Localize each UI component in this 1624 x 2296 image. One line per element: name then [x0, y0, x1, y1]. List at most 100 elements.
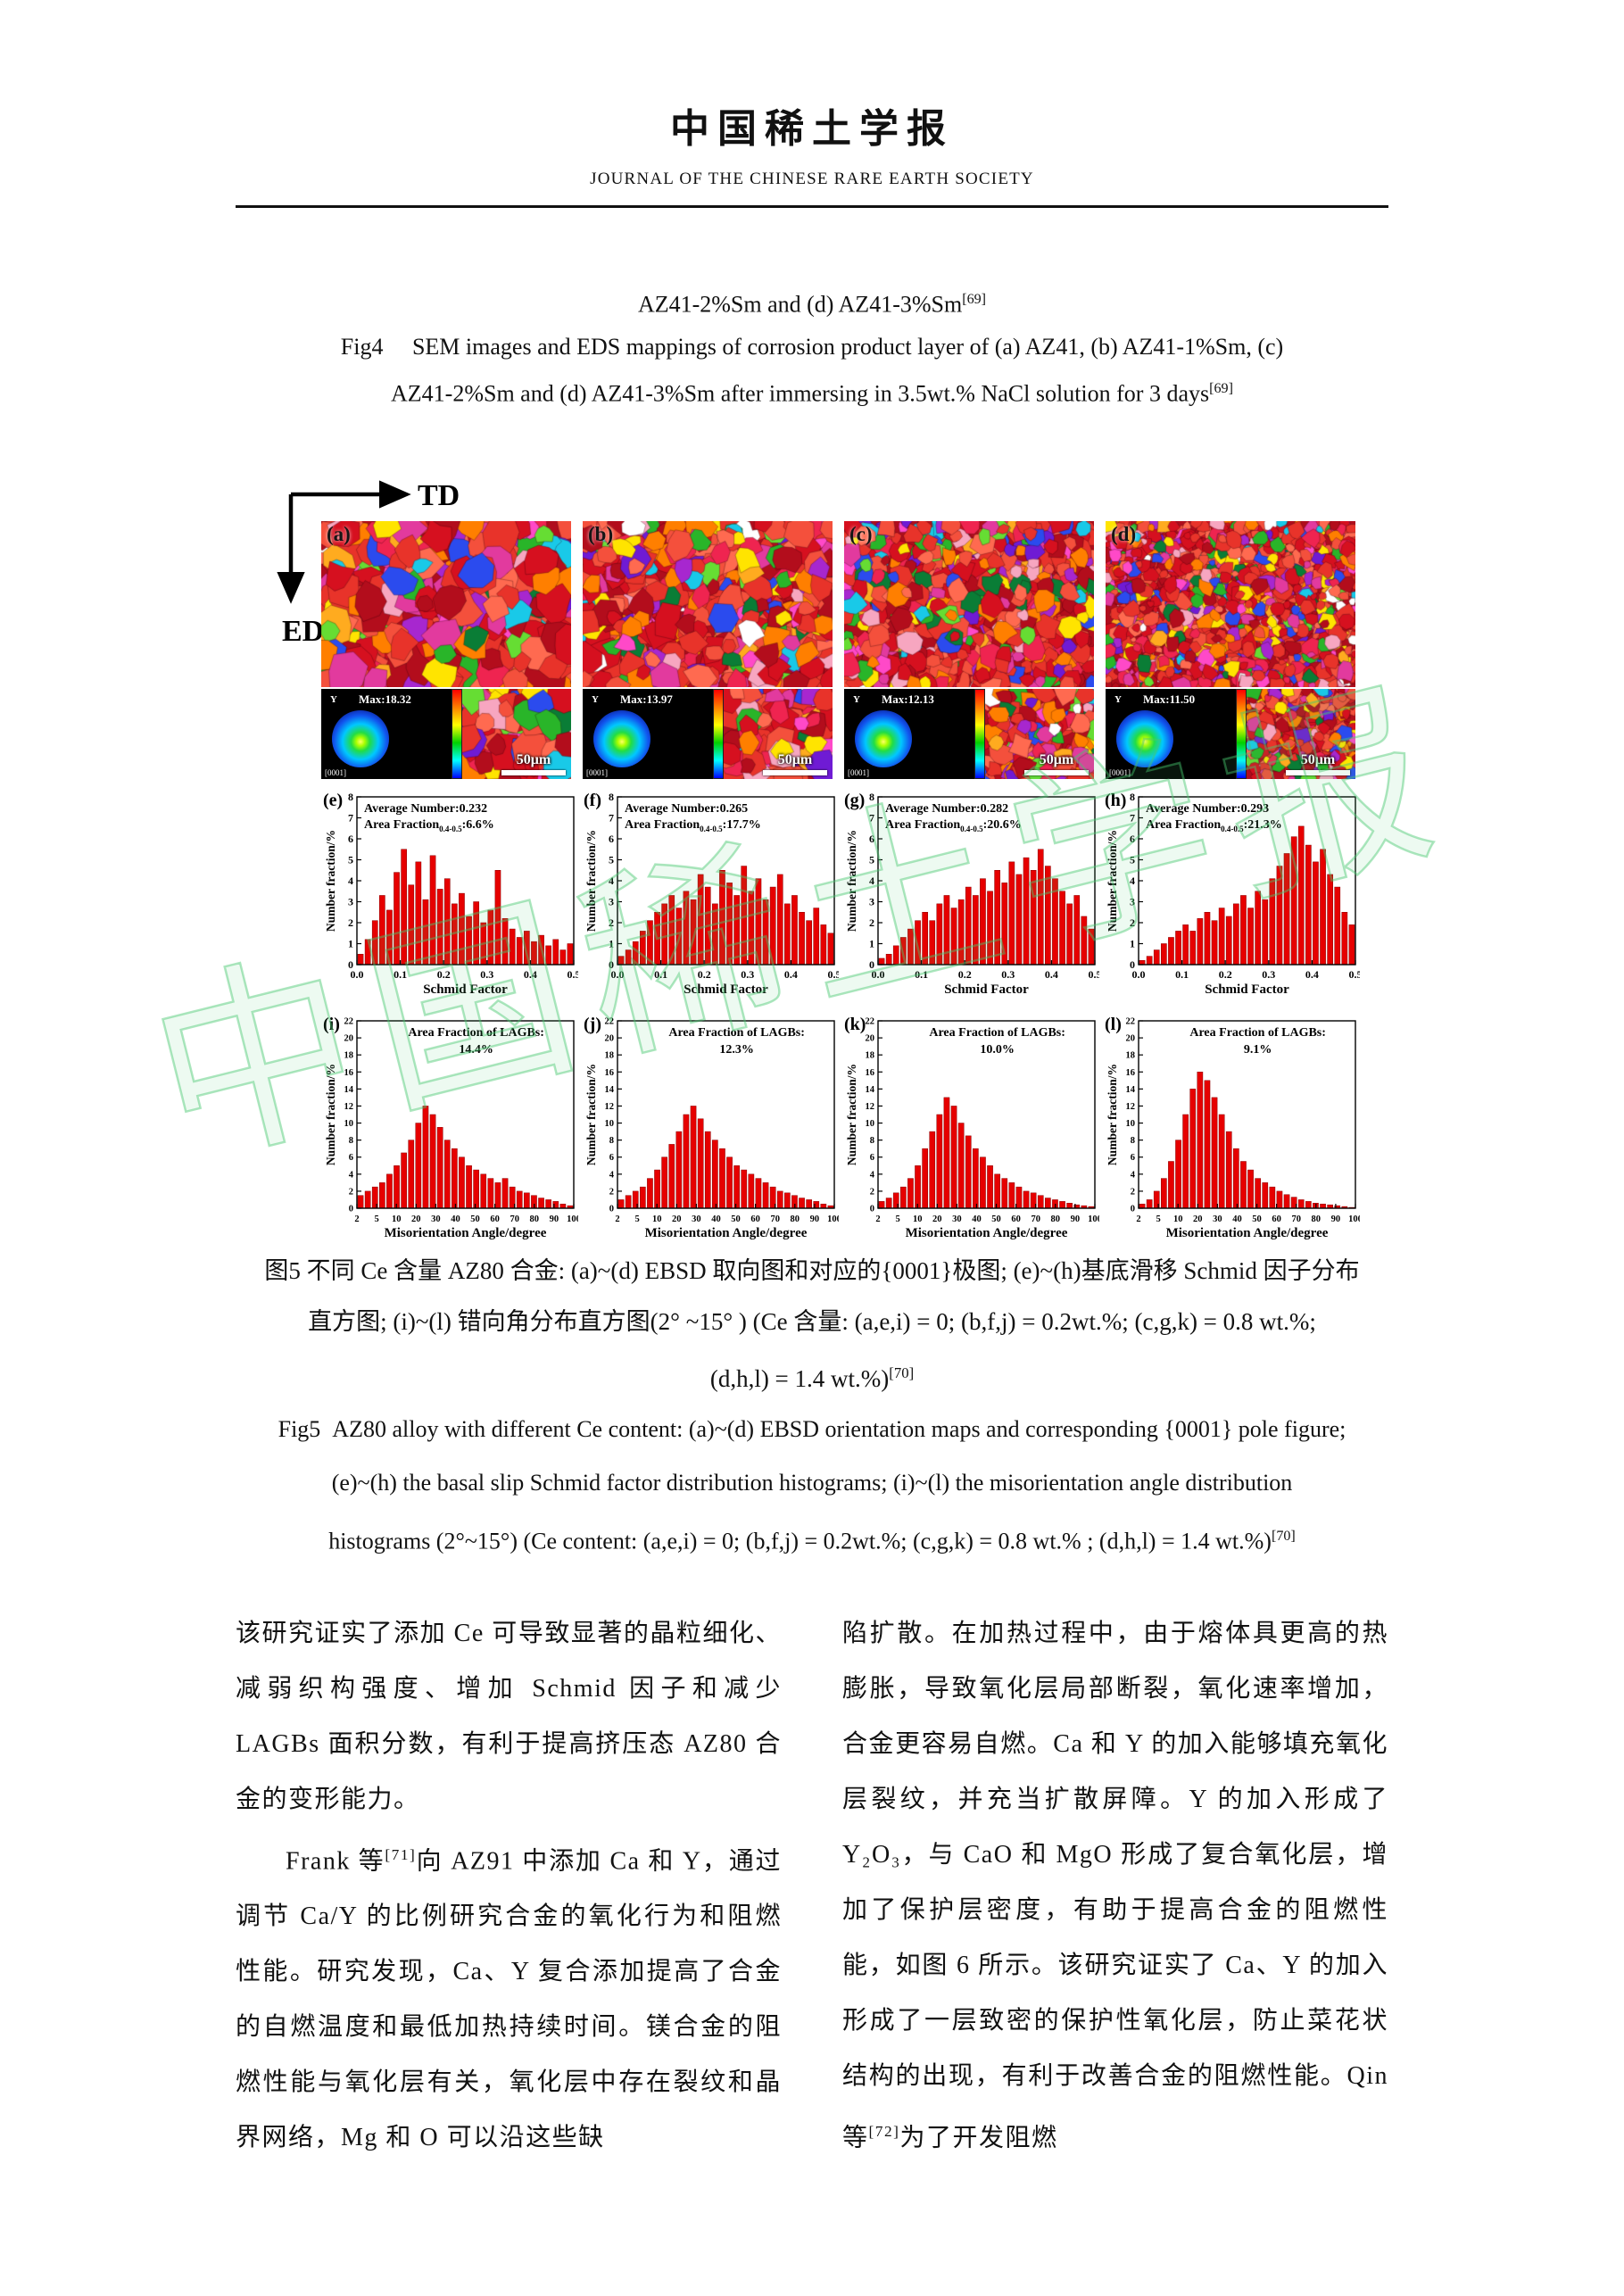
scale-label: 50μm	[777, 752, 813, 767]
svg-text:0.3: 0.3	[741, 968, 754, 981]
svg-text:0.5: 0.5	[568, 968, 579, 981]
pole-colorbar	[1236, 689, 1247, 779]
svg-text:20: 20	[672, 1214, 682, 1224]
fig5-misorientation-histograms: 0 2 4 6 8 10 12 14 16 18 20 22 2 5 10 20 30 40 50 60 70 80 90 1…	[321, 1012, 1374, 1247]
svg-text:90: 90	[1071, 1214, 1081, 1224]
histogram-f: 0 1 2 3 4 5 6 7 8 0.0 0.1 0.2 0.3 0.4 0.5 Schmid Factor…	[582, 788, 841, 1003]
svg-text:8: 8	[869, 791, 874, 803]
svg-text:0.1: 0.1	[394, 968, 407, 981]
svg-text:10: 10	[392, 1214, 402, 1224]
pole-max-label: Max:12.13	[882, 692, 934, 706]
ebsd-map-canvas	[1106, 521, 1355, 687]
svg-text:Number fraction/%: Number fraction/%	[584, 1064, 598, 1165]
svg-text:4: 4	[869, 874, 874, 887]
svg-text:Number fraction/%: Number fraction/%	[1106, 830, 1119, 932]
svg-text:50: 50	[1252, 1214, 1262, 1224]
journal-title-en: JOURNAL OF THE CHINESE RARE EARTH SOCIET…	[590, 170, 1034, 188]
pole-plane-label: [0001]	[848, 768, 869, 777]
svg-text:16: 16	[344, 1068, 354, 1078]
svg-text:7: 7	[869, 812, 874, 825]
svg-text:0: 0	[1130, 958, 1135, 971]
svg-text:8: 8	[609, 791, 614, 803]
svg-text:1: 1	[869, 938, 874, 950]
svg-text:Schmid Factor: Schmid Factor	[1205, 982, 1289, 997]
svg-text:2: 2	[1131, 1187, 1135, 1197]
svg-text:4: 4	[1131, 1170, 1136, 1180]
svg-text:2: 2	[349, 1187, 353, 1197]
body-column-left: 该研究证实了添加 Ce 可导致显著的晶粒细化、减弱织构强度、增加 Schmid …	[236, 1606, 782, 2166]
svg-text:50: 50	[731, 1214, 741, 1224]
svg-text:3: 3	[1130, 896, 1135, 908]
svg-text:(j): (j)	[584, 1015, 601, 1034]
scale-bar: 50μm	[1024, 752, 1089, 775]
svg-text:6: 6	[609, 1153, 614, 1163]
svg-text:0.3: 0.3	[1001, 968, 1015, 981]
svg-text:8: 8	[349, 1136, 353, 1146]
ebsd-strip-canvas	[1247, 689, 1355, 779]
pole-circle	[1116, 710, 1173, 767]
svg-text:100: 100	[1348, 1214, 1360, 1224]
svg-text:(i): (i)	[323, 1015, 340, 1034]
svg-text:(g): (g)	[844, 791, 865, 810]
svg-text:16: 16	[866, 1068, 875, 1078]
svg-text:12: 12	[866, 1102, 875, 1112]
svg-text:100: 100	[1088, 1214, 1099, 1224]
figure5: TD ED (a) Y Max:18.32 [0001] 50μm (b)	[277, 479, 1374, 1247]
svg-text:5: 5	[895, 1214, 899, 1224]
svg-text:0.5: 0.5	[828, 968, 840, 981]
svg-text:0.1: 0.1	[1175, 968, 1189, 981]
svg-text:0: 0	[349, 1205, 353, 1214]
svg-text:10: 10	[1173, 1214, 1183, 1224]
svg-text:5: 5	[634, 1214, 639, 1224]
svg-text:2: 2	[609, 1187, 614, 1197]
svg-text:0.1: 0.1	[915, 968, 928, 981]
svg-text:6: 6	[1130, 833, 1135, 845]
svg-text:18: 18	[1126, 1051, 1136, 1061]
panel-letter: (d)	[1111, 523, 1137, 545]
ebsd-column: (c) Y Max:12.13 [0001] 50μm	[844, 521, 1094, 779]
svg-text:0.5: 0.5	[1089, 968, 1100, 981]
pole-max-label: Max:18.32	[359, 692, 411, 706]
svg-text:2: 2	[1136, 1214, 1140, 1224]
td-ed-axes: TD ED	[277, 479, 460, 648]
ebsd-strip-canvas	[462, 689, 571, 779]
svg-text:0: 0	[869, 958, 874, 971]
svg-text:18: 18	[605, 1051, 615, 1061]
svg-text:0: 0	[1131, 1205, 1135, 1214]
ebsd-map-canvas	[844, 521, 1094, 687]
pole-max-label: Max:13.97	[620, 692, 673, 706]
ebsd-strip: 50μm	[724, 689, 833, 779]
histogram-e: 0 1 2 3 4 5 6 7 8 0.0 0.1 0.2 0.3 0.4 0.5 Schmid Factor…	[321, 788, 581, 1003]
body-paragraph: 该研究证实了添加 Ce 可导致显著的晶粒细化、减弱织构强度、增加 Schmid …	[236, 1620, 782, 1813]
svg-text:2: 2	[615, 1214, 619, 1224]
svg-text:0.2: 0.2	[1219, 968, 1232, 981]
body-paragraph: 陷扩散。在加热过程中，由于熔体具更高的热膨胀，导致氧化层局部断裂，氧化速率增加，…	[842, 1620, 1388, 2152]
fig4-caption-line-2: Fig4 SEM images and EDS mappings of corr…	[340, 333, 1284, 360]
pole-plane-label: [0001]	[1109, 768, 1131, 777]
svg-text:5: 5	[609, 854, 614, 866]
fig5-schmid-histograms: 0 1 2 3 4 5 6 7 8 0.0 0.1 0.2 0.3 0.4 0.5 Schmid Factor…	[321, 788, 1374, 1003]
svg-text:90: 90	[810, 1214, 820, 1224]
svg-text:Area Fraction of LAGBs:: Area Fraction of LAGBs:	[668, 1026, 805, 1040]
fig5-caption-zh-line-3: (d,h,l) = 1.4 wt.%)[70]	[709, 1364, 915, 1392]
svg-text:0: 0	[609, 958, 614, 971]
ebsd-column: (a) Y Max:18.32 [0001] 50μm	[321, 521, 571, 779]
svg-text:10: 10	[344, 1119, 354, 1129]
panel-letter: (a)	[327, 523, 351, 545]
svg-text:70: 70	[1291, 1214, 1301, 1224]
svg-text:90: 90	[1331, 1214, 1341, 1224]
svg-text:20: 20	[1126, 1034, 1136, 1044]
svg-text:Area Fraction of LAGBs:: Area Fraction of LAGBs:	[929, 1026, 1065, 1040]
fig5-map-grid: (a) Y Max:18.32 [0001] 50μm (b) Y Max:13…	[321, 521, 1374, 779]
svg-text:6: 6	[870, 1153, 874, 1163]
body-text: 该研究证实了添加 Ce 可导致显著的晶粒细化、减弱织构强度、增加 Schmid …	[236, 1606, 1388, 2166]
svg-text:30: 30	[692, 1214, 701, 1224]
ebsd-map-canvas	[321, 521, 571, 687]
svg-text:80: 80	[791, 1214, 800, 1224]
svg-text:30: 30	[1213, 1214, 1222, 1224]
svg-text:(e): (e)	[323, 791, 343, 810]
svg-text:10: 10	[1126, 1119, 1136, 1129]
svg-text:60: 60	[1011, 1214, 1021, 1224]
svg-text:20: 20	[1193, 1214, 1203, 1224]
